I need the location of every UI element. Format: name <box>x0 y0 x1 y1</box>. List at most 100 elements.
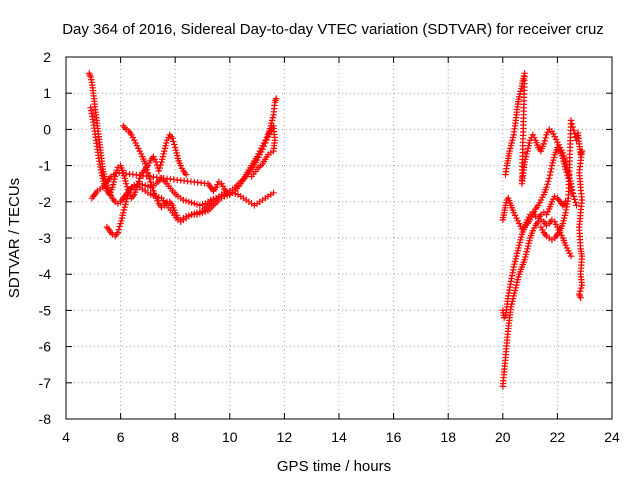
data-point <box>526 137 534 144</box>
data-point <box>142 160 149 167</box>
data-point <box>529 227 536 234</box>
data-point <box>193 201 201 208</box>
data-point <box>116 223 123 230</box>
y-tick-label: -3 <box>39 230 52 246</box>
data-point <box>567 252 575 260</box>
data-point <box>147 191 154 198</box>
x-tick-label: 14 <box>331 429 347 445</box>
data-point <box>163 137 171 144</box>
y-tick-label: 1 <box>43 85 51 101</box>
y-tick-label: 2 <box>43 49 51 65</box>
data-point <box>193 211 201 218</box>
data-point <box>551 133 558 140</box>
data-point <box>569 189 576 196</box>
y-tick-label: -8 <box>39 411 52 427</box>
data-point <box>137 150 145 157</box>
data-point <box>156 164 163 172</box>
data-point <box>248 173 255 180</box>
data-point <box>559 149 567 157</box>
data-point <box>202 208 209 215</box>
data-point <box>546 171 554 179</box>
x-tick-label: 18 <box>440 429 456 445</box>
data-point <box>226 191 233 198</box>
x-tick-label: 6 <box>117 429 125 445</box>
data-point <box>570 193 577 200</box>
data-point <box>142 163 150 170</box>
data-point <box>262 137 269 144</box>
data-point <box>545 178 552 185</box>
data-point <box>147 178 154 186</box>
y-tick-label: -2 <box>39 194 52 210</box>
data-point <box>547 168 554 176</box>
data-point <box>562 242 569 249</box>
data-point <box>569 123 577 131</box>
data-point <box>131 182 138 189</box>
data-point <box>182 171 190 178</box>
y-tick-labels: -8 -7 -6 -5 -4 -3 -2 -1 0 1 2 <box>39 49 52 427</box>
data-point <box>571 196 578 203</box>
data-point <box>570 127 577 134</box>
data-point <box>124 192 132 199</box>
y-tick-label: -6 <box>39 339 52 355</box>
data-point <box>560 152 567 160</box>
data-point <box>550 154 558 161</box>
data-point <box>174 152 181 159</box>
data-point <box>540 140 547 148</box>
chart-title: Day 364 of 2016, Sidereal Day-to-day VTE… <box>62 21 604 38</box>
y-axis-label: SDTVAR / TECUs <box>6 178 23 298</box>
data-point <box>541 137 548 145</box>
y-tick-label: 0 <box>43 121 51 137</box>
data-point <box>152 158 160 166</box>
data-point <box>577 294 584 301</box>
data-point <box>89 113 96 120</box>
data-point <box>270 189 277 196</box>
data-point <box>509 269 516 276</box>
data-point <box>135 178 142 185</box>
data-point <box>567 117 575 124</box>
data-point <box>554 223 561 231</box>
y-tick-label: -7 <box>39 375 52 391</box>
data-point <box>544 181 551 188</box>
data-point <box>155 167 162 175</box>
y-tick-label: -5 <box>39 302 52 318</box>
data-point <box>515 244 522 252</box>
y-tick-label: -1 <box>39 158 52 174</box>
data-point <box>98 169 105 176</box>
data-point <box>546 175 553 182</box>
data-point <box>123 195 131 202</box>
x-tick-label: 16 <box>386 429 402 445</box>
data-point <box>268 117 276 124</box>
data-point <box>143 166 151 173</box>
data-point <box>543 184 550 191</box>
data-point <box>548 165 555 172</box>
x-tick-label: 24 <box>604 429 620 445</box>
data-point <box>561 155 568 163</box>
x-axis-label: GPS time / hours <box>277 458 391 475</box>
data-point <box>573 202 580 209</box>
x-tick-label: 4 <box>62 429 70 445</box>
data-point <box>531 134 538 141</box>
data-point <box>182 197 190 205</box>
plot-frame <box>65 56 613 420</box>
data-point <box>537 223 545 231</box>
data-point <box>115 226 122 233</box>
data-point <box>253 153 261 160</box>
data-point <box>129 134 137 141</box>
data-point <box>170 138 177 145</box>
data-point <box>144 169 152 176</box>
grid-lines <box>66 57 612 419</box>
data-point <box>122 180 130 187</box>
data-point <box>157 161 164 169</box>
data-point <box>273 95 280 102</box>
data-point <box>221 193 228 200</box>
x-tick-label: 10 <box>222 429 238 445</box>
data-point <box>169 135 176 142</box>
data-point <box>125 189 132 196</box>
data-point <box>577 284 585 292</box>
data-point <box>120 209 127 216</box>
data-point <box>510 263 517 271</box>
data-point <box>159 153 167 160</box>
x-tick-label: 12 <box>277 429 293 445</box>
data-point <box>522 153 530 160</box>
